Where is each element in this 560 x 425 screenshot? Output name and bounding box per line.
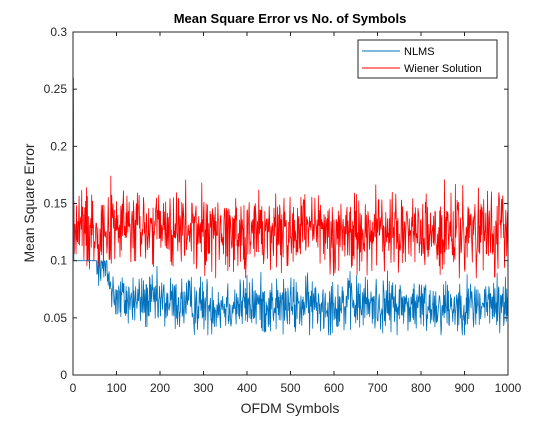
y-tick-label: 0.2 bbox=[50, 139, 67, 153]
x-tick-label: 0 bbox=[70, 381, 77, 395]
series-line-nlms bbox=[73, 77, 509, 336]
x-tick-label: 100 bbox=[106, 381, 126, 395]
legend-label-wiener: Wiener Solution bbox=[404, 63, 482, 75]
x-tick-label: 600 bbox=[324, 381, 344, 395]
plot-area: 0 100 200 300 400 500 600 700 800 900 1000 0 0.05 0.… bbox=[44, 25, 522, 395]
x-axis-ticks: 0 100 200 300 400 500 600 700 800 900 1000 bbox=[70, 32, 522, 395]
y-axis-ticks: 0 0.05 0.1 0.15 0.2 0.25 0.3 bbox=[44, 25, 508, 382]
x-axis-label: OFDM Symbols bbox=[241, 400, 340, 416]
x-tick-label: 800 bbox=[411, 381, 431, 395]
x-tick-label: 900 bbox=[454, 381, 474, 395]
y-tick-label: 0 bbox=[60, 368, 67, 382]
y-tick-label: 0.1 bbox=[50, 254, 67, 268]
x-tick-label: 400 bbox=[237, 381, 257, 395]
y-tick-label: 0.05 bbox=[44, 311, 68, 325]
x-tick-label: 300 bbox=[193, 381, 213, 395]
chart-title: Mean Square Error vs No. of Symbols bbox=[174, 11, 407, 26]
x-tick-label: 700 bbox=[367, 381, 387, 395]
x-tick-label: 500 bbox=[280, 381, 300, 395]
series-line-wiener bbox=[73, 175, 509, 279]
y-tick-label: 0.25 bbox=[44, 82, 68, 96]
legend-label-nlms: NLMS bbox=[404, 46, 435, 58]
y-tick-label: 0.15 bbox=[44, 197, 68, 211]
y-axis-label: Mean Square Error bbox=[21, 143, 37, 262]
y-tick-label: 0.3 bbox=[50, 25, 67, 39]
legend-box bbox=[357, 39, 498, 79]
legend: NLMS Wiener Solution bbox=[357, 39, 498, 79]
x-tick-label: 200 bbox=[150, 381, 170, 395]
x-tick-label: 1000 bbox=[495, 381, 522, 395]
series-group bbox=[73, 77, 509, 336]
